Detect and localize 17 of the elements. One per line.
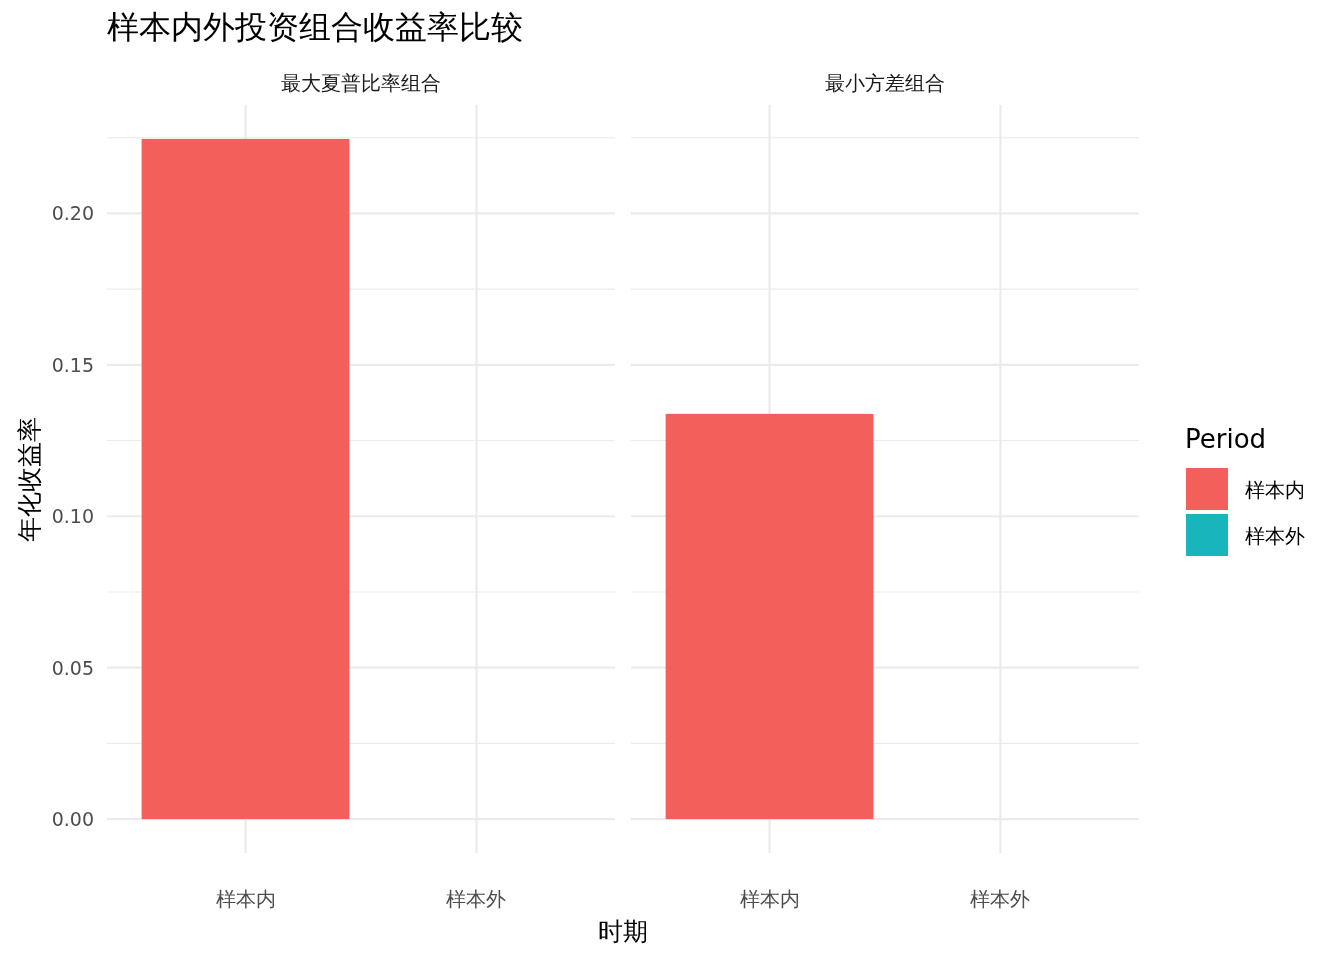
chart-subtitle: 最小方差组合 — [825, 71, 945, 95]
y-tick-label: 0.10 — [51, 505, 94, 528]
y-tick-label: 0.05 — [51, 656, 94, 679]
x-tick-label: 样本外 — [970, 887, 1031, 911]
y-axis-title: 年化收益率 — [15, 416, 44, 542]
chart-subtitle: 最大夏普比率组合 — [281, 71, 441, 95]
y-tick-label: 0.00 — [51, 808, 94, 831]
legend-label: 样本内 — [1245, 478, 1305, 502]
x-tick-label: 样本外 — [446, 887, 507, 911]
x-axis-title: 时期 — [598, 917, 648, 946]
x-tick-label: 样本内 — [739, 887, 800, 911]
y-tick-label: 0.20 — [51, 202, 94, 225]
x-tick-label: 样本内 — [215, 887, 276, 911]
chart-title: 样本内外投资组合收益率比较 — [107, 8, 523, 46]
legend-label: 样本外 — [1245, 524, 1305, 548]
y-tick-label: 0.15 — [51, 353, 94, 376]
legend-title: Period — [1185, 424, 1267, 454]
